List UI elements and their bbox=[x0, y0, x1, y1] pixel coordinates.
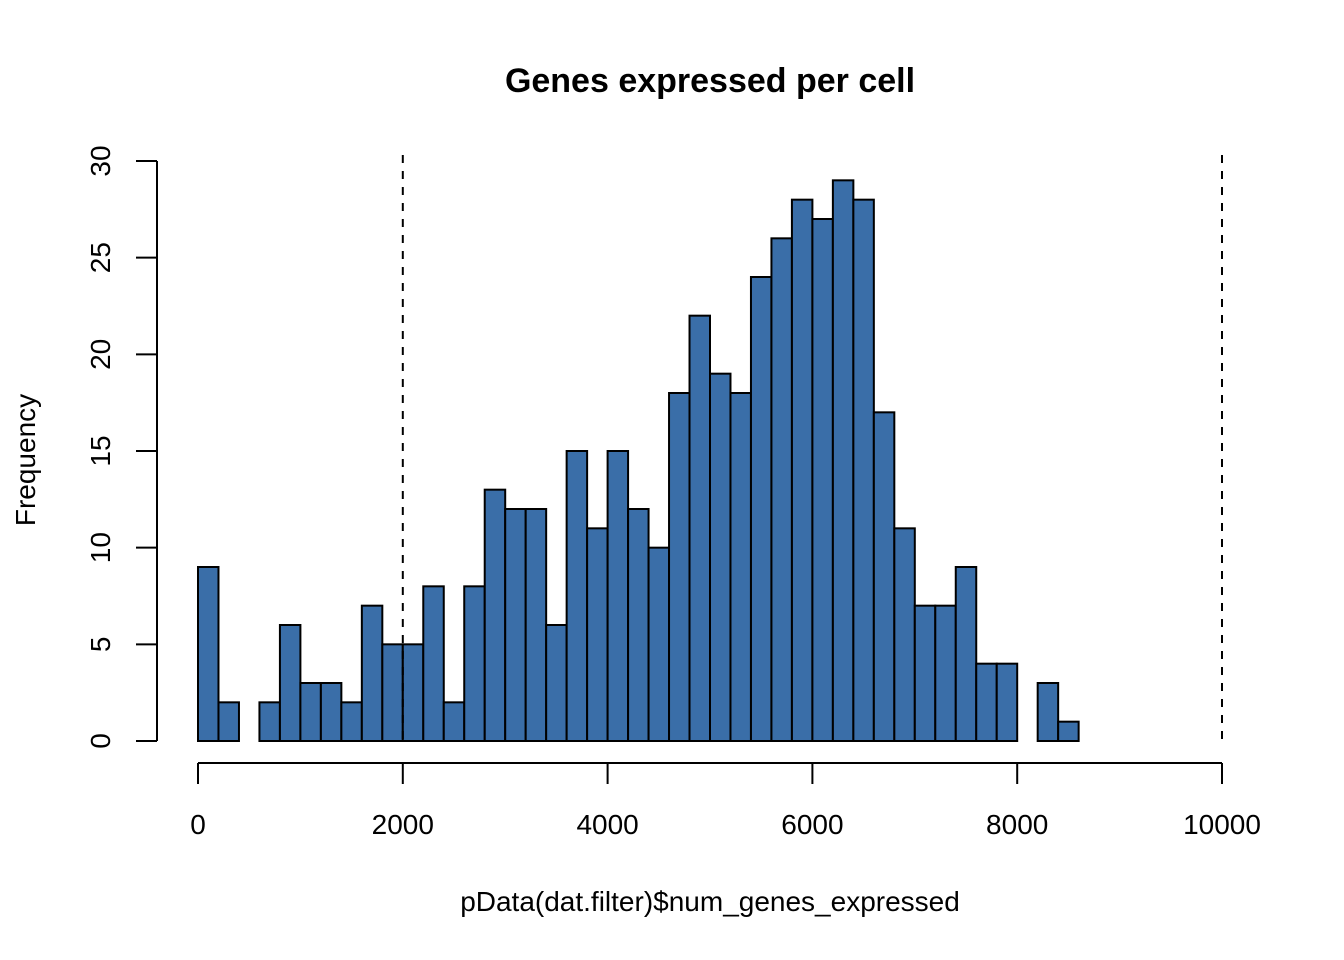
histogram-bar bbox=[668, 392, 691, 742]
histogram-bar bbox=[647, 546, 671, 743]
histogram-bar bbox=[442, 701, 466, 742]
histogram-bar bbox=[749, 276, 773, 742]
x-tick-label: 4000 bbox=[576, 809, 638, 840]
histogram-bar bbox=[913, 604, 937, 743]
histogram-bar bbox=[545, 624, 568, 742]
histogram-bar bbox=[729, 392, 752, 742]
histogram-bar bbox=[770, 237, 793, 742]
histogram-bar bbox=[217, 701, 240, 742]
histogram-bar bbox=[688, 314, 712, 742]
histogram-bar bbox=[975, 662, 998, 743]
histogram-bar bbox=[811, 218, 834, 742]
histogram-bar bbox=[197, 566, 220, 742]
histogram-bar bbox=[340, 701, 363, 742]
y-tick-label: 30 bbox=[85, 145, 116, 176]
histogram-bar bbox=[627, 508, 650, 742]
y-ticks-group: 0 5 10 15 20 25 30 bbox=[85, 145, 157, 749]
histogram-bar bbox=[381, 643, 404, 742]
histogram-bar bbox=[893, 527, 916, 742]
histogram-bar bbox=[401, 643, 425, 742]
histogram-bar bbox=[258, 701, 281, 742]
histogram-bar bbox=[954, 566, 978, 742]
histogram-bar bbox=[1036, 682, 1060, 742]
x-tick-label: 2000 bbox=[372, 809, 434, 840]
histogram-bar bbox=[606, 450, 630, 742]
histogram-bar bbox=[934, 604, 957, 743]
x-axis-label: pData(dat.filter)$num_genes_expressed bbox=[460, 886, 960, 917]
histogram-bar bbox=[831, 179, 855, 743]
bars-group bbox=[197, 179, 1080, 743]
y-tick-label: 5 bbox=[85, 637, 116, 653]
x-tick-label: 10000 bbox=[1183, 809, 1261, 840]
histogram-bar bbox=[278, 624, 302, 742]
y-tick-label: 15 bbox=[85, 435, 116, 466]
histogram-bar bbox=[709, 372, 732, 742]
y-tick-label: 25 bbox=[85, 242, 116, 273]
x-ticks-group: 0 2000 4000 6000 8000 10000 bbox=[190, 763, 1261, 840]
histogram-bar bbox=[586, 527, 609, 742]
x-tick-label: 6000 bbox=[781, 809, 843, 840]
histogram-bar bbox=[360, 604, 384, 743]
histogram-bar bbox=[422, 585, 445, 742]
y-tick-label: 10 bbox=[85, 532, 116, 563]
histogram-bar bbox=[790, 198, 814, 742]
reference-lines-group bbox=[401, 155, 1223, 745]
chart-title: Genes expressed per cell bbox=[505, 62, 915, 100]
x-tick-label: 0 bbox=[190, 809, 206, 840]
histogram-bar bbox=[565, 450, 589, 742]
histogram-bar bbox=[995, 662, 1019, 743]
histogram-bar bbox=[524, 508, 548, 742]
y-axis-label: Frequency bbox=[10, 394, 41, 526]
histogram-bar bbox=[319, 682, 343, 742]
x-tick-label: 8000 bbox=[986, 809, 1048, 840]
y-tick-label: 0 bbox=[85, 733, 116, 749]
histogram-bar bbox=[463, 585, 486, 742]
histogram-bar bbox=[504, 508, 527, 742]
histogram-bar bbox=[872, 411, 896, 742]
histogram-bar bbox=[483, 488, 507, 742]
histogram-bar bbox=[852, 198, 875, 742]
histogram-bar bbox=[299, 682, 322, 742]
histogram-bar bbox=[1057, 720, 1080, 743]
y-tick-label: 20 bbox=[85, 339, 116, 370]
